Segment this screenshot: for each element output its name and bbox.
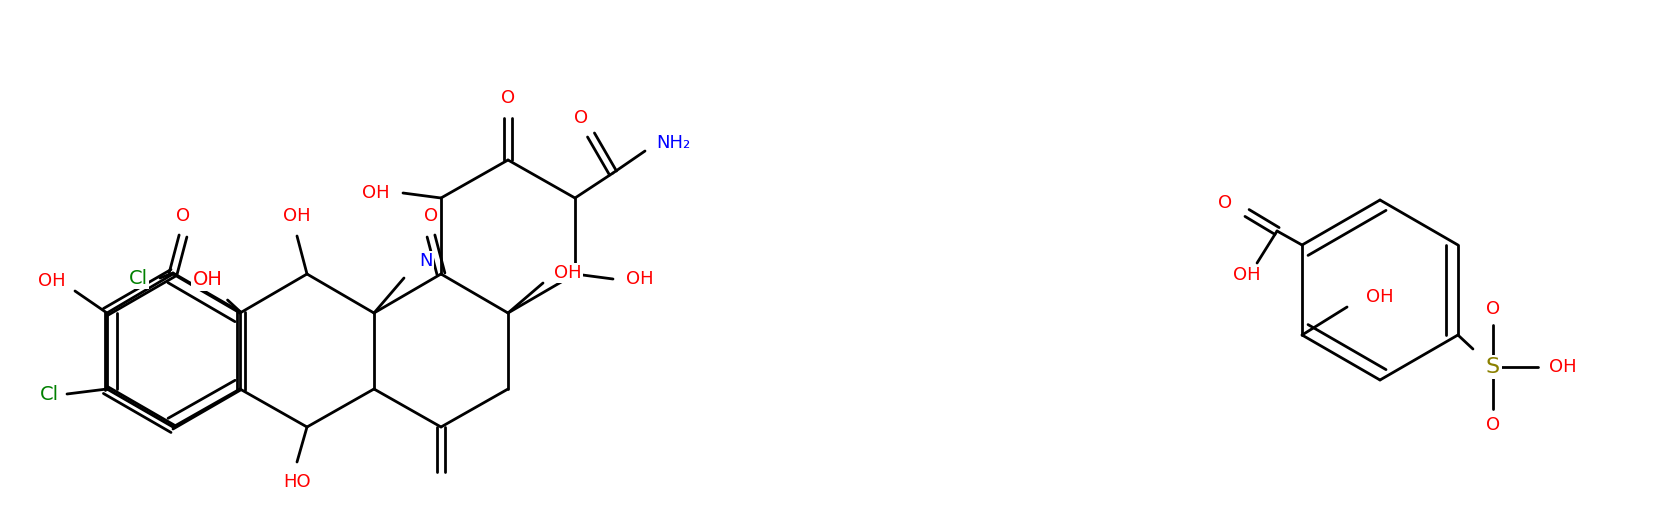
Text: O: O (574, 109, 587, 127)
Text: OH: OH (1233, 266, 1260, 284)
Text: O: O (176, 207, 191, 225)
Text: Cl: Cl (129, 268, 147, 288)
Text: O: O (1486, 416, 1499, 434)
Text: HO: HO (283, 473, 311, 491)
Text: O: O (1486, 300, 1499, 318)
Text: OH: OH (554, 264, 582, 282)
Text: OH: OH (283, 207, 311, 225)
Text: OH: OH (361, 184, 390, 202)
Text: OH: OH (38, 272, 65, 290)
Text: Cl: Cl (40, 385, 59, 403)
Text: S: S (1486, 357, 1499, 377)
Text: NH₂: NH₂ (656, 134, 689, 152)
Text: OH: OH (626, 270, 654, 288)
Text: OH: OH (192, 270, 223, 289)
Text: OH: OH (1548, 358, 1576, 376)
Text: OH: OH (1365, 288, 1394, 306)
Text: O: O (423, 207, 438, 225)
Text: O: O (500, 89, 515, 107)
Text: N: N (418, 252, 433, 270)
Text: O: O (1218, 194, 1231, 212)
